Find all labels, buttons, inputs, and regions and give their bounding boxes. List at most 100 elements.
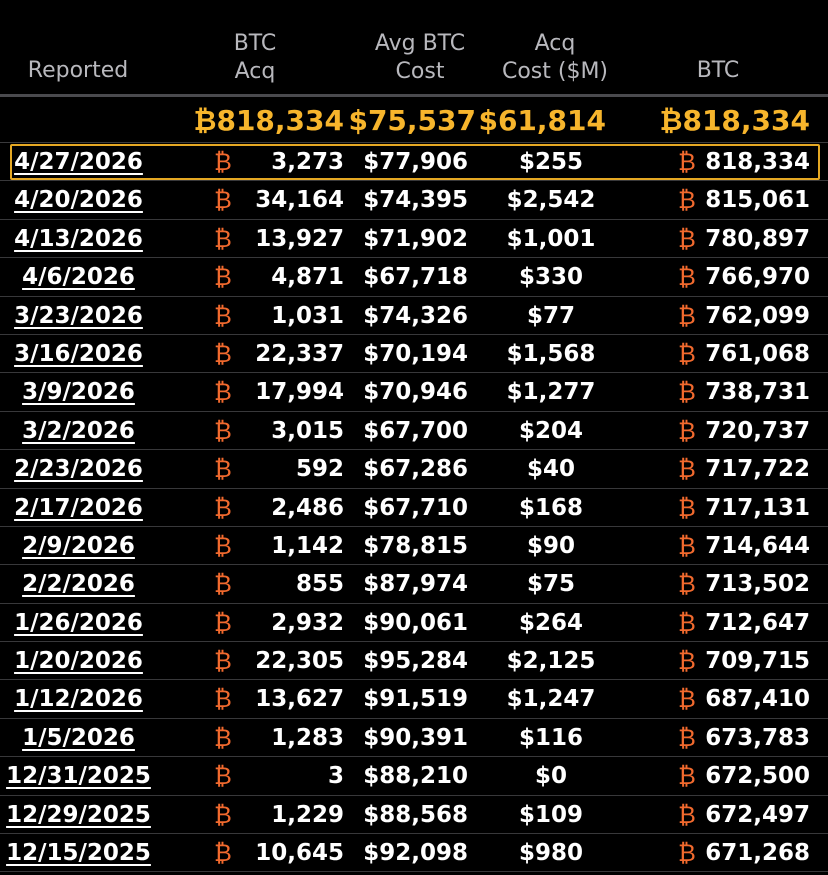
date-link[interactable]: 3/23/2026 (14, 302, 143, 329)
date-link[interactable]: 3/2/2026 (22, 417, 135, 444)
bitcoin-icon: ₿ (678, 263, 696, 292)
acq-cost-value: $330 (518, 264, 583, 291)
bitcoin-icon: ₿ (678, 378, 696, 407)
acq-cost-value: $1,247 (506, 686, 596, 713)
avg-cost-value: $74,326 (363, 302, 468, 329)
btc-acquired-value: 17,994 (255, 379, 344, 406)
btc-acquired-value: 2,486 (271, 494, 344, 521)
table-row[interactable]: 4/6/2026 ₿ 4,871 $67,718 $330 ₿ 766,970 (0, 258, 828, 297)
date-link[interactable]: 1/20/2026 (14, 648, 143, 675)
date-link[interactable]: 12/15/2025 (6, 840, 151, 867)
acq-cost-value: $2,125 (506, 648, 596, 675)
row-divider (0, 525, 828, 527)
bitcoin-icon: ₿ (678, 570, 696, 599)
totals-row: ₿818,334 $75,537 $61,814 ₿818,334 (0, 98, 828, 142)
btc-holdings-value: 671,268 (705, 840, 810, 867)
date-link[interactable]: 12/29/2025 (6, 801, 151, 828)
totals-divider (0, 142, 828, 143)
row-divider (0, 180, 828, 182)
table-row[interactable]: 12/15/2025 ₿ 10,645 $92,098 $980 ₿ 671,268 (0, 834, 828, 873)
acq-cost-value: $75 (526, 571, 575, 598)
column-header-avg-btc-cost-line1: Avg BTC (374, 31, 466, 56)
btc-holdings-value: 818,334 (705, 149, 810, 175)
column-header-reported[interactable]: Reported (18, 57, 138, 85)
acq-cost-value: $2,542 (506, 187, 596, 214)
bitcoin-icon: ₿ (214, 685, 232, 714)
table-row[interactable]: 12/31/2025 ₿ 3 $88,210 $0 ₿ 672,500 (0, 757, 828, 796)
btc-holdings-value: 672,497 (705, 801, 810, 828)
row-divider (0, 333, 828, 335)
table-row[interactable]: 2/9/2026 ₿ 1,142 $78,815 $90 ₿ 714,644 (0, 527, 828, 566)
avg-cost-value: $90,391 (363, 724, 468, 751)
bitcoin-icon: ₿ (678, 647, 696, 676)
avg-cost-value: $71,902 (363, 225, 468, 252)
acq-cost-value: $109 (518, 801, 583, 828)
table-row[interactable]: 3/2/2026 ₿ 3,015 $67,700 $204 ₿ 720,737 (0, 412, 828, 451)
date-link[interactable]: 2/17/2026 (14, 494, 143, 521)
table-row[interactable]: 1/12/2026 ₿ 13,627 $91,519 $1,247 ₿ 687,410 (0, 680, 828, 719)
table-row[interactable]: 12/29/2025 ₿ 1,229 $88,568 $109 ₿ 672,497 (0, 796, 828, 835)
date-link[interactable]: 2/9/2026 (22, 532, 135, 559)
table-row[interactable]: 3/9/2026 ₿ 17,994 $70,946 $1,277 ₿ 738,731 (0, 373, 828, 412)
date-link[interactable]: 1/12/2026 (14, 686, 143, 713)
table-row[interactable]: 4/27/2026 ₿ 3,273 $77,906 $255 ₿ 818,334 (0, 143, 828, 182)
date-link[interactable]: 2/23/2026 (14, 456, 143, 483)
avg-cost-value: $70,946 (363, 379, 468, 406)
acq-cost-value: $264 (518, 609, 583, 636)
table-row[interactable]: 1/26/2026 ₿ 2,932 $90,061 $264 ₿ 712,647 (0, 604, 828, 643)
date-link[interactable]: 4/13/2026 (14, 225, 143, 252)
bitcoin-icon: ₿ (214, 723, 232, 752)
total-btc: ₿818,334 (659, 104, 810, 137)
date-link[interactable]: 3/16/2026 (14, 340, 143, 367)
acq-cost-value: $0 (534, 763, 567, 790)
column-header-btc[interactable]: BTC (668, 57, 768, 85)
row-divider (0, 410, 828, 412)
table-row[interactable]: 1/5/2026 ₿ 1,283 $90,391 $116 ₿ 673,783 (0, 719, 828, 758)
bitcoin-icon: ₿ (214, 301, 232, 330)
bitcoin-icon: ₿ (214, 762, 232, 791)
bitcoin-icon: ₿ (214, 839, 232, 868)
bitcoin-icon: ₿ (214, 647, 232, 676)
table-row[interactable]: 4/13/2026 ₿ 13,927 $71,902 $1,001 ₿ 780,897 (0, 220, 828, 259)
table-row[interactable]: 1/20/2026 ₿ 22,305 $95,284 $2,125 ₿ 709,715 (0, 642, 828, 681)
bitcoin-icon: ₿ (678, 455, 696, 484)
btc-holdings-value: 717,131 (705, 494, 810, 521)
row-divider (0, 679, 828, 681)
table-row[interactable]: 2/17/2026 ₿ 2,486 $67,710 $168 ₿ 717,131 (0, 489, 828, 527)
btc-acquired-value: 22,305 (255, 648, 344, 675)
acq-cost-value: $90 (526, 532, 575, 559)
acq-cost-value: $116 (518, 724, 583, 751)
table-row[interactable]: 4/20/2026 ₿ 34,164 $74,395 $2,542 ₿ 815,061 (0, 181, 828, 220)
column-header-avg-btc-cost[interactable]: Avg BTC Cost (360, 30, 480, 86)
column-header-acq-cost[interactable]: Acq Cost ($M) (490, 30, 620, 86)
table-row[interactable]: 2/23/2026 ₿ 592 $67,286 $40 ₿ 717,722 (0, 450, 828, 489)
btc-holdings-value: 672,500 (705, 763, 810, 790)
column-header-btc-acq[interactable]: BTC Acq (205, 30, 305, 86)
avg-cost-value: $90,061 (363, 609, 468, 636)
date-link[interactable]: 4/27/2026 (14, 149, 143, 175)
total-acq-cost: $61,814 (478, 104, 606, 137)
bitcoin-icon: ₿ (678, 800, 696, 829)
bitcoin-icon: ₿ (678, 608, 696, 637)
table-row[interactable]: 2/2/2026 ₿ 855 $87,974 $75 ₿ 713,502 (0, 565, 828, 604)
row-divider (0, 257, 828, 259)
bitcoin-icon: ₿ (678, 301, 696, 330)
bitcoin-icon: ₿ (214, 186, 232, 215)
table-row[interactable]: 3/16/2026 ₿ 22,337 $70,194 $1,568 ₿ 761,068 (0, 335, 828, 374)
date-link[interactable]: 1/5/2026 (22, 724, 135, 751)
row-divider (0, 449, 828, 451)
table-row[interactable]: 3/23/2026 ₿ 1,031 $74,326 $77 ₿ 762,099 (0, 297, 828, 335)
btc-holdings-value: 717,722 (705, 456, 810, 483)
row-divider (0, 871, 828, 873)
date-link[interactable]: 4/20/2026 (14, 187, 143, 214)
bitcoin-icon: ₿ (678, 148, 696, 176)
date-link[interactable]: 2/2/2026 (22, 571, 135, 598)
bitcoin-icon: ₿ (214, 800, 232, 829)
date-link[interactable]: 4/6/2026 (22, 264, 135, 291)
date-link[interactable]: 3/9/2026 (22, 379, 135, 406)
date-link[interactable]: 1/26/2026 (14, 609, 143, 636)
btc-acquired-value: 13,627 (255, 686, 344, 713)
acq-cost-value: $980 (518, 840, 583, 867)
date-link[interactable]: 12/31/2025 (6, 763, 151, 790)
bitcoin-icon: ₿ (214, 224, 232, 253)
